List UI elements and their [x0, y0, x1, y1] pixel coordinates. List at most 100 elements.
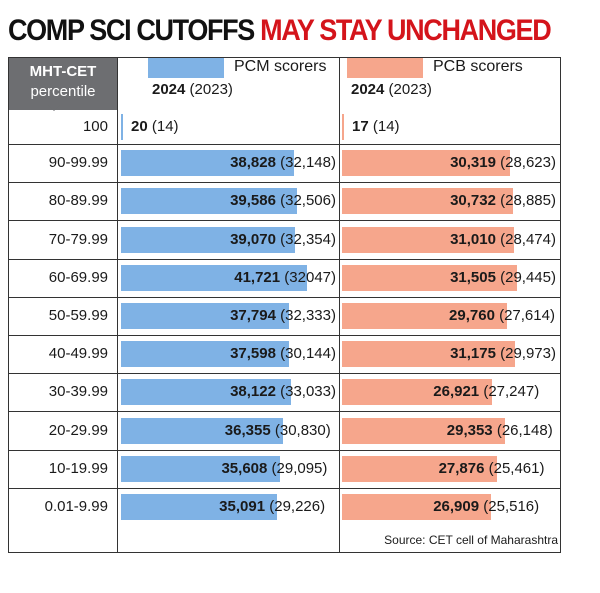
pcm-value-label: 36,355 (30,830) [225, 421, 331, 441]
pcb-value-label: 30,732 (28,885) [450, 191, 556, 211]
pcm-bar [121, 150, 295, 177]
pcm-value-label: 37,794 (32,333) [230, 306, 336, 326]
pcb-value-2023: (25,461) [484, 459, 545, 477]
pcb-bar [342, 379, 492, 406]
pcm-legend-years: 2024 (2023) [152, 80, 233, 100]
pcm-value-label: 35,091 (29,226) [219, 497, 325, 517]
pcb-legend-years: 2024 (2023) [351, 80, 432, 100]
pcb-value-2024: 31,175 [450, 345, 496, 363]
percentile-label: 20-29.99 [48, 421, 108, 439]
row-divider [8, 449, 561, 451]
pcm-value-label: 20 (14) [131, 117, 179, 137]
pcm-value-2023: (32,333) [275, 306, 336, 324]
row-divider [8, 144, 561, 145]
row-divider [8, 411, 561, 413]
pcb-bar [342, 302, 508, 329]
pcm-legend-year-prev: (2023) [189, 81, 233, 98]
pcm-bar [121, 341, 289, 368]
pcb-value-2023: (28,474) [495, 230, 556, 248]
pcb-value-2023: (25,516) [479, 497, 540, 515]
pcm-value-2024: 37,598 [230, 345, 276, 363]
pcb-value-2024: 31,010 [450, 230, 496, 248]
row-divider [8, 258, 561, 260]
pcm-value-2023: (32,354) [275, 230, 336, 248]
pcb-legend-year-main: 2024 [351, 81, 385, 98]
pcb-value-label: 26,921 (27,247) [433, 382, 539, 402]
pcb-bar [342, 226, 515, 253]
pcb-bar [342, 188, 513, 215]
source-note: Source: CET cell of Maharashtra [384, 533, 558, 547]
row-divider [8, 182, 561, 184]
pcb-bar [342, 150, 511, 177]
headline: COMP SCI CUTOFFS MAY STAY UNCHANGED [8, 8, 552, 54]
pcb-value-2024: 30,319 [450, 154, 496, 172]
percentile-header-line1: MHT-CET [29, 63, 97, 80]
pcm-value-2024: 36,355 [224, 421, 271, 439]
down-arrow-icon [48, 105, 60, 111]
pcb-value-2024: 26,921 [433, 383, 480, 401]
percentile-column-header: MHT-CET percentile [9, 58, 117, 110]
percentile-label: 90-99.99 [48, 154, 108, 172]
pcb-value-label: 31,175 (29,973) [450, 344, 556, 364]
pcb-value-2023: (28,885) [495, 192, 556, 210]
pcb-value-2024: 30,732 [450, 192, 496, 210]
pcm-value-2023: (29,095) [267, 459, 328, 477]
pcb-bar [342, 417, 506, 444]
pcm-value-label: 38,122 (33,033) [230, 382, 336, 402]
pcm-value-2023: (29,226) [265, 497, 326, 515]
pcm-value-2023: (32,506) [275, 192, 336, 210]
pcm-bar [121, 264, 307, 291]
row-divider [8, 487, 561, 489]
pcm-value-label: 39,070 (32,354) [230, 230, 336, 250]
percentile-label: 80-89.99 [48, 192, 108, 210]
headline-part-red: MAY STAY UNCHANGED [260, 14, 552, 47]
row-divider [8, 373, 561, 375]
pcm-value-2024: 38,122 [230, 383, 276, 401]
percentile-label: 0.01-9.99 [44, 497, 108, 515]
pcm-legend-label: PCM scorers [234, 58, 327, 75]
pcb-value-2023: (29,445) [495, 268, 556, 286]
pcm-value-label: 38,828 (32,148) [230, 153, 336, 173]
percentile-header-line2: percentile [30, 83, 96, 100]
pcb-bar [342, 455, 497, 482]
pcm-value-2024: 20 [131, 118, 148, 135]
pcb-value-2023: (14) [368, 118, 400, 135]
pcm-bar [121, 188, 298, 215]
pcb-value-label: 31,010 (28,474) [450, 230, 556, 250]
pcm-value-2024: 35,608 [221, 459, 268, 477]
pcm-legend-year-main: 2024 [152, 81, 186, 98]
pcm-value-2024: 41,721 [234, 268, 281, 286]
row-divider [8, 335, 561, 336]
pcb-bar [342, 264, 517, 291]
pcm-bar [121, 114, 123, 140]
pcm-bar [121, 302, 290, 329]
percentile-label: 10-19.99 [48, 459, 108, 477]
pcb-value-2024: 29,353 [446, 421, 493, 439]
pcm-value-2024: 38,828 [230, 154, 276, 172]
pcb-value-2024: 17 [352, 118, 369, 135]
pcb-value-2023: (27,247) [479, 383, 540, 401]
pcb-legend-year-prev: (2023) [388, 81, 432, 98]
pcm-value-2023: (30,830) [270, 421, 331, 439]
pcb-bar [342, 341, 516, 368]
pcm-value-label: 35,608 (29,095) [221, 459, 327, 479]
pcm-bar [121, 379, 291, 406]
pcb-value-label: 31,505 (29,445) [450, 268, 556, 288]
pcb-bar [342, 114, 344, 140]
column-divider-1 [117, 58, 118, 553]
percentile-label: 50-59.99 [48, 306, 108, 324]
pcm-bar [121, 226, 296, 253]
percentile-label: 100 [82, 118, 108, 135]
pcb-value-label: 30,319 (28,623) [450, 153, 556, 173]
percentile-label: 60-69.99 [48, 268, 108, 286]
pcb-value-label: 29,760 (27,614) [449, 306, 555, 326]
pcm-value-label: 41,721 (32047) [234, 268, 336, 288]
pcm-value-2023: (14) [147, 118, 179, 135]
pcb-value-2023: (28,623) [495, 154, 556, 172]
pcb-value-2024: 31,505 [450, 268, 496, 286]
table-frame [8, 57, 561, 553]
column-divider-2 [339, 58, 340, 553]
pcb-bar [342, 493, 492, 520]
percentile-label: 30-39.99 [48, 383, 108, 401]
pcm-value-2023: (32,148) [275, 154, 336, 172]
